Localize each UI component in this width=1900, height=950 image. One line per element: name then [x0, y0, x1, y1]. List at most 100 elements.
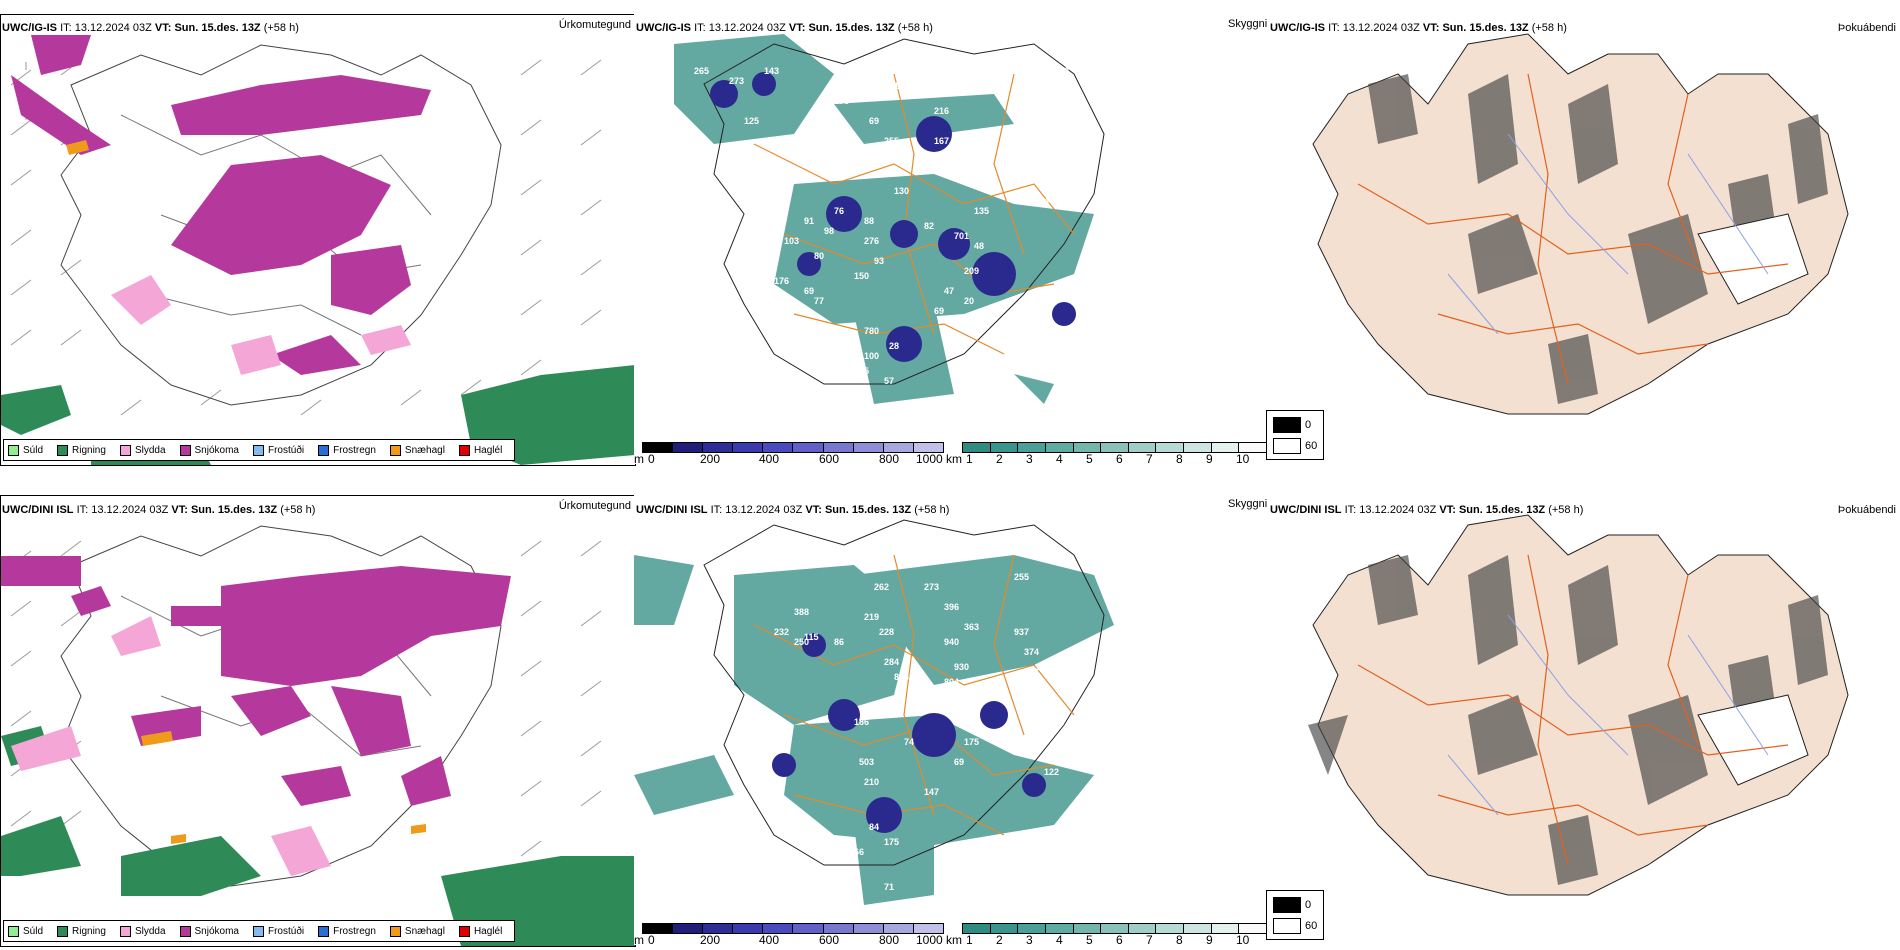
- legend-haglel-swatch: [458, 925, 470, 937]
- precip-map: [1, 525, 635, 946]
- iceland-outline-2: [703, 519, 1105, 866]
- cloud-base-value: 20: [964, 296, 974, 306]
- fog-map: [1308, 514, 1849, 896]
- cloud-base-value: 198: [894, 81, 909, 91]
- cloud-base-value: 276: [864, 236, 879, 246]
- cloud-base-value: 88: [864, 216, 874, 226]
- cloud-base-tick: 400: [759, 933, 780, 945]
- cloud-base-value: 314: [994, 71, 1009, 81]
- cloud-base-value: 34: [1054, 827, 1064, 837]
- cloud-base-value: 332: [1054, 66, 1069, 76]
- cloud-base-tick: 1000: [916, 452, 943, 464]
- cloud-base-value: 209: [964, 266, 979, 276]
- visibility-bar: [962, 923, 1267, 934]
- cloud-base-value: 125: [744, 116, 759, 126]
- cloud-base-value: 184: [1034, 196, 1049, 206]
- cloud-map: 265 273 143 125 176 178 198 236 216 314 332 69 255 16…: [674, 34, 1119, 404]
- cloud-base-colorbar: m 0 200 400 600 800 1000: [634, 442, 944, 464]
- roads: [1357, 554, 1789, 866]
- cloud-base-value: 69: [869, 116, 879, 126]
- legend-suld-swatch: [8, 925, 19, 937]
- cloud-base-cells: [710, 72, 1076, 362]
- cloud-base-value: 262: [874, 582, 889, 592]
- precip-legend: Súld Rigning Slydda Snjókoma Frostúði Fr…: [3, 920, 516, 942]
- fog-title-row2: Þokuábendi: [1837, 504, 1896, 516]
- cloud-base-value: 284: [884, 657, 899, 667]
- cloud-base-value: 940: [944, 637, 959, 647]
- cloud-base-value: 103: [784, 236, 799, 246]
- legend-rigning-swatch: [57, 444, 69, 456]
- visibility-tick: 10: [1236, 933, 1250, 945]
- cloud-base-value: 937: [1014, 627, 1029, 637]
- cloud-base-value: 48: [974, 241, 984, 251]
- cloud-base-values: 265 273 143 125 176 178 198 236 216 314 332 69 255 16…: [694, 66, 1119, 401]
- cloud-base-value: 201: [984, 176, 999, 186]
- fog-key-swatch-0: [1273, 417, 1301, 433]
- fog-panel-row2: [1268, 495, 1900, 915]
- precip-map: [1, 35, 635, 465]
- legend-rigning-swatch: [57, 925, 69, 937]
- cloud-visibility-panel-row2: 262 273 396 363 255 219 228 284 940 930 937 374 176 8…: [634, 495, 1268, 945]
- row2-title-middle: UWC/DINI ISL IT: 13.12.2024 03Z VT: Sun.…: [636, 504, 950, 516]
- cloud-base-value: 100: [864, 351, 879, 361]
- visibility-unit: km: [946, 933, 962, 945]
- sleet-areas: [11, 616, 331, 876]
- cloud-base-value: 86: [834, 637, 844, 647]
- visibility-tick: 10: [1236, 452, 1250, 464]
- fog-key-row2: 0 60: [1266, 890, 1324, 940]
- cloud-base-value: 122: [1044, 767, 1059, 777]
- legend-suld: Súld: [8, 925, 43, 937]
- cloud-base-value: 697: [684, 867, 699, 877]
- precip-type-panel-row1: Úrkomutegund Súld Rigning Slydda Snjókom…: [0, 14, 636, 466]
- cloud-base-unit: m: [634, 452, 644, 464]
- legend-snjokoma: Snjókoma: [179, 925, 239, 937]
- cloud-base-value: 143: [764, 66, 779, 76]
- visibility-tick: 5: [1086, 452, 1093, 464]
- legend-snaehagl: Snæhagl: [389, 444, 445, 456]
- legend-snjokoma-swatch: [179, 444, 191, 456]
- cloud-base-colorbar: m 0 200 400 600 800 1000: [634, 923, 944, 945]
- legend-snaehagl-swatch: [389, 925, 401, 937]
- cloud-base-value: 804: [944, 677, 959, 687]
- snow-hail-areas: [141, 731, 426, 844]
- snow-hail-areas: [66, 140, 89, 155]
- legend-haglel: Haglél: [458, 925, 502, 937]
- visibility-tick: 3: [1026, 452, 1033, 464]
- cloud-base-value: 804: [894, 672, 909, 682]
- legend-frostregn: Frostregn: [318, 444, 376, 456]
- cloud-base-value: 76: [834, 206, 844, 216]
- fog-key-swatch-60: [1273, 918, 1301, 934]
- row2-title-right: UWC/DINI ISL IT: 13.12.2024 03Z VT: Sun.…: [1270, 504, 1584, 516]
- cloud-base-value: 71: [884, 882, 894, 892]
- cloud-base-value: 178: [764, 311, 779, 321]
- cloud-base-value: 91: [784, 827, 794, 837]
- legend-rigning: Rigning: [57, 444, 106, 456]
- cloud-base-value: 255: [1014, 572, 1029, 582]
- cloud-base-value: 147: [924, 787, 939, 797]
- visibility-tick: 6: [1116, 452, 1123, 464]
- fog-key-swatch-60: [1273, 438, 1301, 454]
- legend-snaehagl-swatch: [389, 444, 401, 456]
- cloud-base-value: 83: [964, 707, 974, 717]
- fog-map: [1312, 33, 1849, 415]
- cloud-base-value: 265: [694, 66, 709, 76]
- cloud-base-tick: 800: [879, 933, 900, 945]
- cloud-base-value: 77: [814, 296, 824, 306]
- cloud-base-tick: 600: [819, 933, 840, 945]
- legend-slydda-swatch: [119, 444, 131, 456]
- cloud-base-tick: 0: [648, 452, 655, 464]
- legend-frostudi-swatch: [252, 444, 264, 456]
- visibility-tick: 4: [1056, 933, 1063, 945]
- precip-type-title: Úrkomutegund: [558, 500, 631, 512]
- visibility-title: Skyggni: [1228, 18, 1268, 30]
- cloud-base-cells: [772, 633, 1046, 833]
- cloud-base-value: 74: [904, 737, 914, 747]
- cloud-base-value: 250: [794, 637, 809, 647]
- cloud-base-value: 701: [954, 231, 969, 241]
- visibility-tick: 6: [1116, 933, 1123, 945]
- visibility-tick: 5: [1086, 933, 1093, 945]
- cloud-visibility-panel-row1: 265 273 143 125 176 178 198 236 216 314 332 69 255 16…: [634, 14, 1268, 464]
- cloud-base-value: 114: [754, 767, 769, 777]
